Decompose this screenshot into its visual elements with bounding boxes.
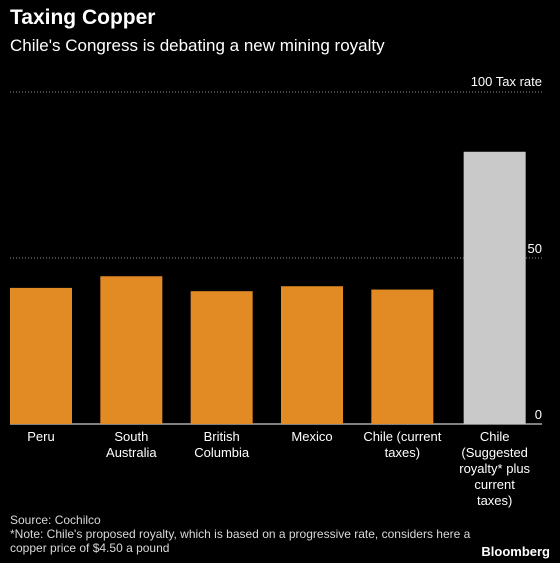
y-tick-label: 0	[535, 407, 542, 422]
x-category-label: Peru	[27, 429, 54, 444]
chart-title: Taxing Copper	[10, 6, 156, 29]
y-tick-label: 100 Tax rate	[471, 74, 542, 89]
bar-4	[371, 289, 434, 424]
source-note: Source: Cochilco	[10, 513, 101, 527]
bar-5	[463, 151, 526, 424]
y-tick-label: 50	[528, 241, 542, 256]
x-category-label: Mexico	[291, 429, 332, 444]
bar-2	[190, 291, 253, 424]
bar-1	[100, 276, 163, 424]
chart-footer: Source: Cochilco *Note: Chile's proposed…	[10, 513, 480, 555]
x-category-label: South Australia	[106, 429, 157, 460]
x-category-label: British Columbia	[194, 429, 250, 460]
bar-0	[10, 287, 72, 424]
bar-3	[281, 286, 343, 424]
chart-subtitle: Chile's Congress is debating a new minin…	[10, 36, 385, 55]
x-category-label: Chile (Suggested royalty* plus current taxes…	[459, 429, 530, 508]
x-category-label: Chile (current taxes)	[363, 429, 441, 460]
bloomberg-logo: Bloomberg	[481, 544, 550, 559]
royalty-note: *Note: Chile's proposed royalty, which i…	[10, 527, 471, 555]
bar-chart: 0 50 100 Tax rate Peru South Australia British…	[10, 74, 542, 508]
